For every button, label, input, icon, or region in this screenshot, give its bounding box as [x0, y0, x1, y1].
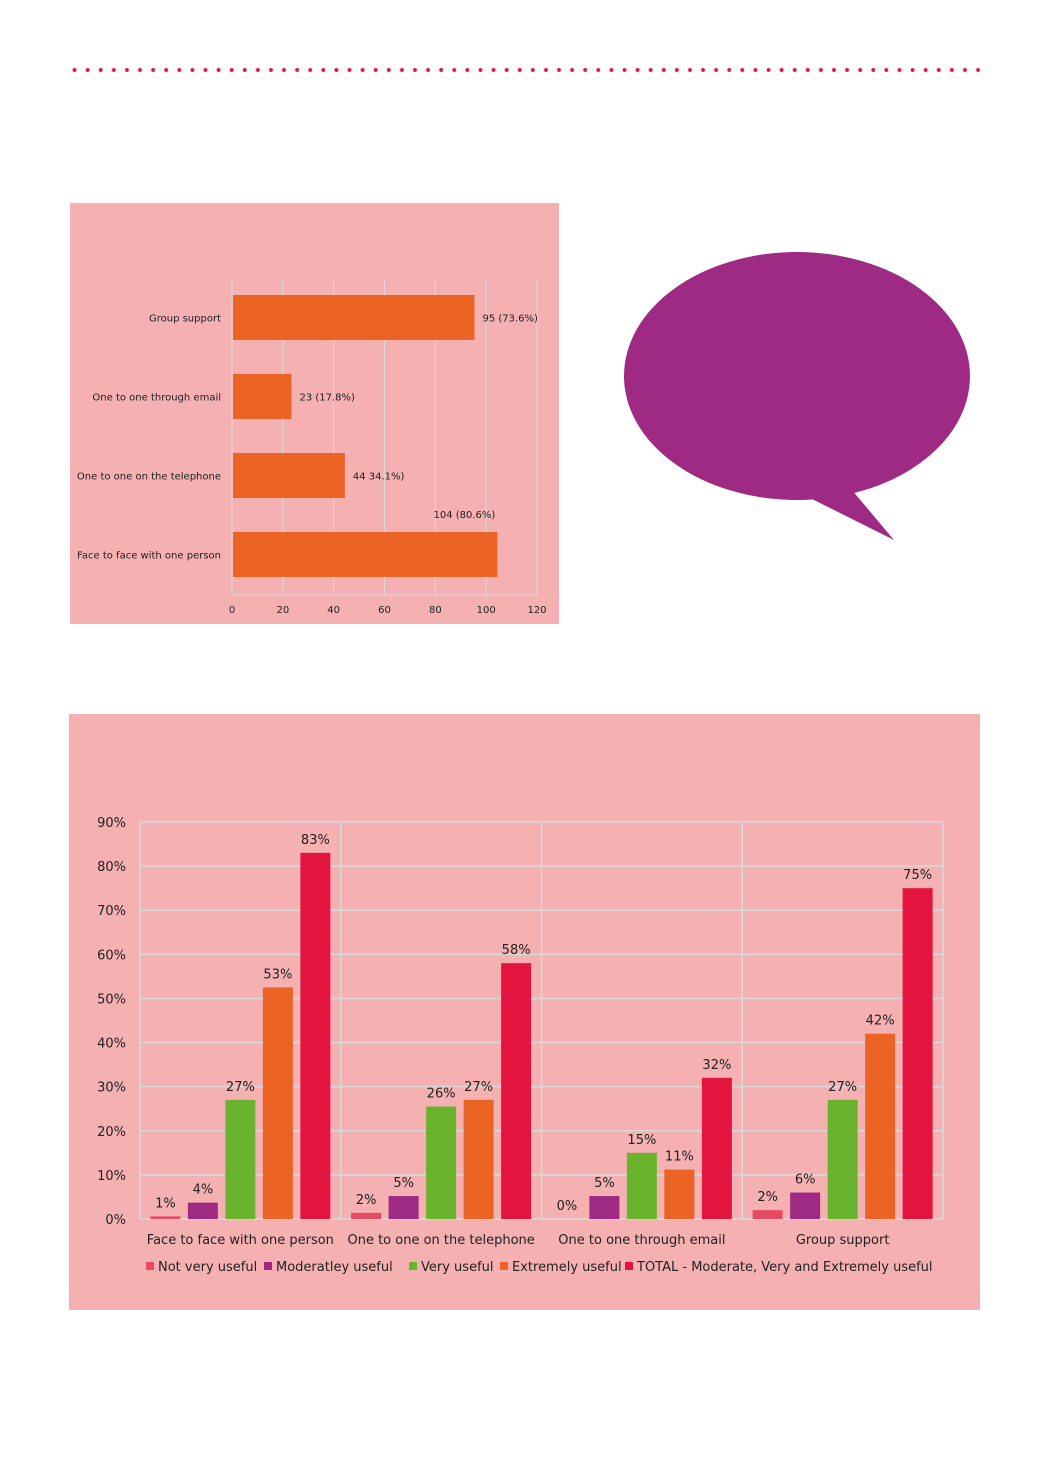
category-label: Face to face with one person [77, 551, 221, 562]
speech-bubble [624, 252, 970, 540]
bar [626, 1152, 657, 1219]
data-label: 27% [464, 1080, 493, 1095]
bar [664, 1169, 695, 1219]
x-tick-label: 20 [276, 605, 289, 616]
data-label: 95 (73.6%) [482, 314, 538, 325]
x-tick-label: 100 [477, 605, 496, 616]
data-label: 26% [427, 1087, 456, 1102]
data-label: 5% [594, 1176, 615, 1191]
bar [300, 852, 331, 1219]
legend-label: Not very useful [158, 1260, 257, 1275]
data-label: 27% [828, 1080, 857, 1095]
x-tick-label: 40 [327, 605, 340, 616]
category-label: One to one through email [558, 1233, 725, 1248]
data-label: 53% [263, 967, 292, 982]
y-tick-label: 50% [97, 992, 126, 1007]
data-label: 2% [356, 1193, 377, 1208]
data-label: 44 34.1%) [353, 472, 405, 483]
bar [752, 1210, 783, 1219]
y-tick-label: 10% [97, 1169, 126, 1184]
legend-swatch [264, 1262, 272, 1270]
data-label: 5% [393, 1176, 414, 1191]
legend-label: Extremely useful [512, 1260, 622, 1275]
data-label: 1% [155, 1196, 176, 1211]
legend-swatch [625, 1262, 633, 1270]
y-tick-label: 30% [97, 1081, 126, 1096]
bar [790, 1192, 821, 1219]
bar [902, 888, 933, 1219]
category-label: One to one on the telephone [77, 472, 221, 483]
y-tick-label: 90% [97, 816, 126, 831]
data-label: 23 (17.8%) [299, 393, 355, 404]
y-tick-label: 40% [97, 1037, 126, 1052]
bar [187, 1202, 218, 1219]
bar [865, 1033, 896, 1219]
data-label: 15% [627, 1133, 656, 1148]
y-tick-label: 20% [97, 1125, 126, 1140]
bar [589, 1196, 620, 1219]
dotted-rule [68, 67, 983, 73]
y-tick-label: 80% [97, 860, 126, 875]
speech-bubble-tail [800, 483, 894, 540]
data-label: 27% [226, 1080, 255, 1095]
bar [262, 987, 293, 1219]
bar [233, 453, 345, 498]
legend-swatch [146, 1262, 154, 1270]
data-label: 104 (80.6%) [433, 510, 495, 521]
bar [463, 1099, 494, 1219]
bar [150, 1216, 181, 1219]
legend-swatch [500, 1262, 508, 1270]
grouped-bar-chart: 0% 10% 20% 30% 40% 50% 60% 70% 80% 90% 1% 4% 27% 53% 8… [97, 816, 944, 1275]
bar [351, 1212, 382, 1219]
grouped-bar-chart-panel: 0% 10% 20% 30% 40% 50% 60% 70% 80% 90% 1% 4% 27% 53% 8… [69, 714, 980, 1310]
bar [827, 1099, 858, 1219]
x-tick-label: 0 [229, 605, 235, 616]
data-label: 58% [502, 943, 531, 958]
legend-swatch [409, 1262, 417, 1270]
category-label: Group support [149, 314, 221, 325]
bar [233, 374, 292, 419]
horizontal-bar-chart: 0 20 40 60 80 100 120 Group support 95 (73.6%) On… [77, 279, 547, 616]
y-tick-label: 60% [97, 948, 126, 963]
bar [233, 532, 498, 577]
data-label: 75% [903, 868, 932, 883]
x-tick-label: 60 [378, 605, 391, 616]
legend-label: Very useful [421, 1260, 494, 1275]
data-label: 83% [301, 833, 330, 848]
x-tick-label: 80 [429, 605, 442, 616]
x-tick-label: 120 [527, 605, 546, 616]
category-label: One to one on the telephone [347, 1233, 534, 1248]
category-label: One to one through email [92, 393, 221, 404]
data-label: 2% [757, 1190, 778, 1205]
y-tick-label: 0% [105, 1213, 126, 1228]
legend-label: Moderatley useful [276, 1260, 393, 1275]
bar [701, 1077, 732, 1219]
data-label: 6% [795, 1173, 816, 1188]
bar [225, 1099, 256, 1219]
y-tick-label: 70% [97, 904, 126, 919]
speech-bubble-body [624, 252, 970, 500]
data-label: 32% [702, 1058, 731, 1073]
data-label: 11% [665, 1150, 694, 1165]
data-label: 0% [557, 1199, 578, 1214]
bar [233, 295, 475, 340]
data-label: 42% [866, 1014, 895, 1029]
horizontal-bar-chart-panel: 0 20 40 60 80 100 120 Group support 95 (73.6%) On… [70, 203, 559, 624]
bar [388, 1196, 419, 1219]
bar [501, 963, 532, 1219]
category-label: Group support [796, 1233, 890, 1248]
data-label: 4% [193, 1183, 214, 1198]
bar [426, 1106, 457, 1219]
category-label: Face to face with one person [147, 1233, 334, 1248]
legend-label: TOTAL - Moderate, Very and Extremely use… [636, 1260, 933, 1275]
